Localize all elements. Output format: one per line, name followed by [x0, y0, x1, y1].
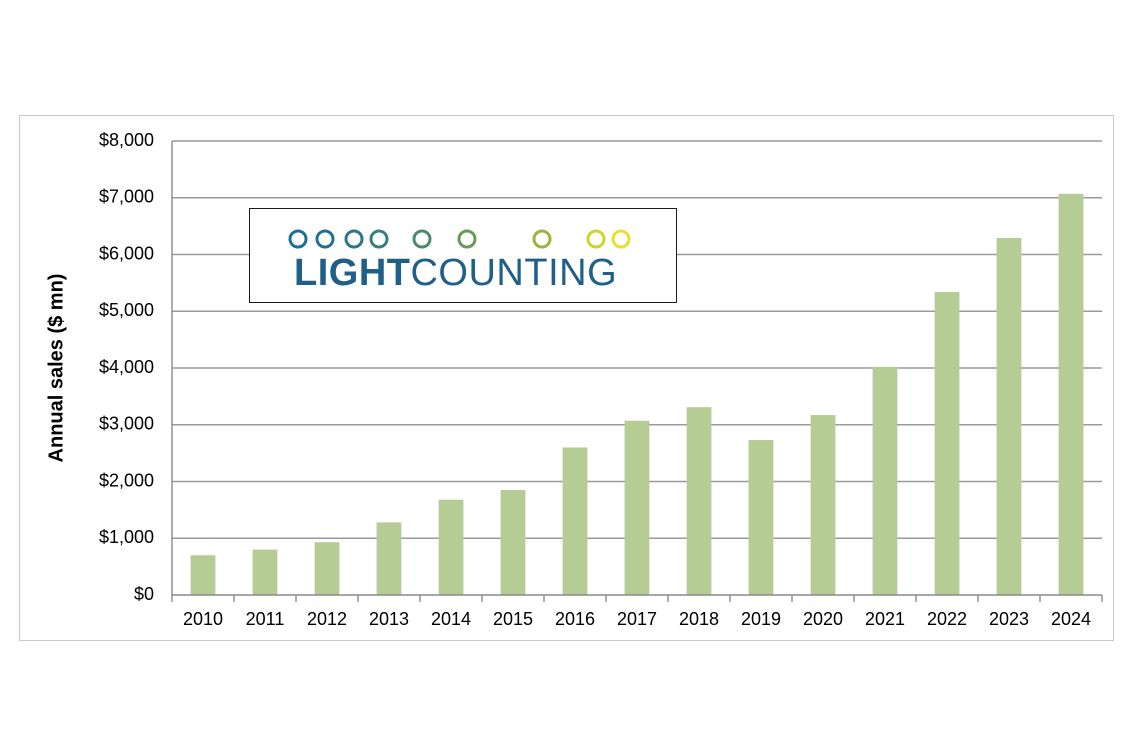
logo-circuit-icon	[282, 229, 640, 249]
bar	[810, 415, 836, 595]
bar	[996, 238, 1022, 596]
x-tick-label: 2010	[183, 609, 223, 629]
lightcounting-logo: LIGHTCOUNTING	[249, 208, 677, 303]
bar	[872, 366, 898, 595]
x-tick-label: 2016	[555, 609, 595, 629]
logo-word-light: LIGHT	[294, 252, 411, 294]
y-tick-label: $8,000	[99, 130, 154, 150]
logo-word-counting: COUNTING	[410, 252, 618, 294]
y-tick-label: $2,000	[99, 470, 154, 490]
y-tick-labels: $0 $1,000 $2,000 $3,000 $4,000 $5,000 $6,000 $7…	[99, 130, 154, 604]
x-tick-label: 2018	[679, 609, 719, 629]
y-tick-label: $0	[134, 584, 154, 604]
x-tick-label: 2022	[927, 609, 967, 629]
logo-node	[611, 229, 631, 249]
bar	[438, 499, 464, 595]
y-tick-label: $3,000	[99, 414, 154, 434]
bars	[190, 193, 1084, 596]
logo-node	[457, 229, 477, 249]
axes	[171, 141, 1103, 602]
bar	[624, 420, 650, 595]
bar	[500, 490, 526, 595]
logo-wordmark: LIGHTCOUNTING	[294, 253, 617, 293]
x-tick-label: 2017	[617, 609, 657, 629]
logo-node	[586, 229, 606, 249]
x-tick-label: 2020	[803, 609, 843, 629]
y-tick-label: $4,000	[99, 357, 154, 377]
logo-node	[344, 229, 364, 249]
bar	[190, 555, 216, 595]
y-axis-label: Annual sales ($ mn)	[45, 274, 67, 463]
bar	[252, 549, 278, 595]
y-tick-label: $7,000	[99, 187, 154, 207]
bar	[314, 542, 340, 595]
bar	[376, 522, 402, 595]
bar	[1058, 193, 1084, 595]
x-tick-label: 2014	[431, 609, 471, 629]
y-tick-label: $5,000	[99, 300, 154, 320]
y-tick-label: $1,000	[99, 527, 154, 547]
logo-node	[369, 229, 389, 249]
chart-frame	[19, 115, 1114, 641]
x-tick-label: 2012	[307, 609, 347, 629]
logo-node	[532, 229, 552, 249]
x-tick-label: 2024	[1051, 609, 1091, 629]
bar	[562, 447, 588, 595]
x-tick-label: 2019	[741, 609, 781, 629]
logo-node	[412, 229, 432, 249]
logo-node	[288, 229, 308, 249]
bar	[934, 291, 960, 595]
x-tick-label: 2011	[246, 609, 285, 629]
bar	[686, 407, 712, 595]
x-tick-label: 2015	[493, 609, 533, 629]
x-tick-label: 2013	[369, 609, 409, 629]
x-tick-labels: 2010 2011 2012 2013 2014 2015 2016 2017 2018 2019…	[183, 609, 1091, 629]
logo-node	[315, 229, 335, 249]
y-tick-label: $6,000	[99, 243, 154, 263]
x-tick-label: 2023	[989, 609, 1029, 629]
bar	[748, 440, 774, 595]
x-tick-label: 2021	[865, 609, 905, 629]
